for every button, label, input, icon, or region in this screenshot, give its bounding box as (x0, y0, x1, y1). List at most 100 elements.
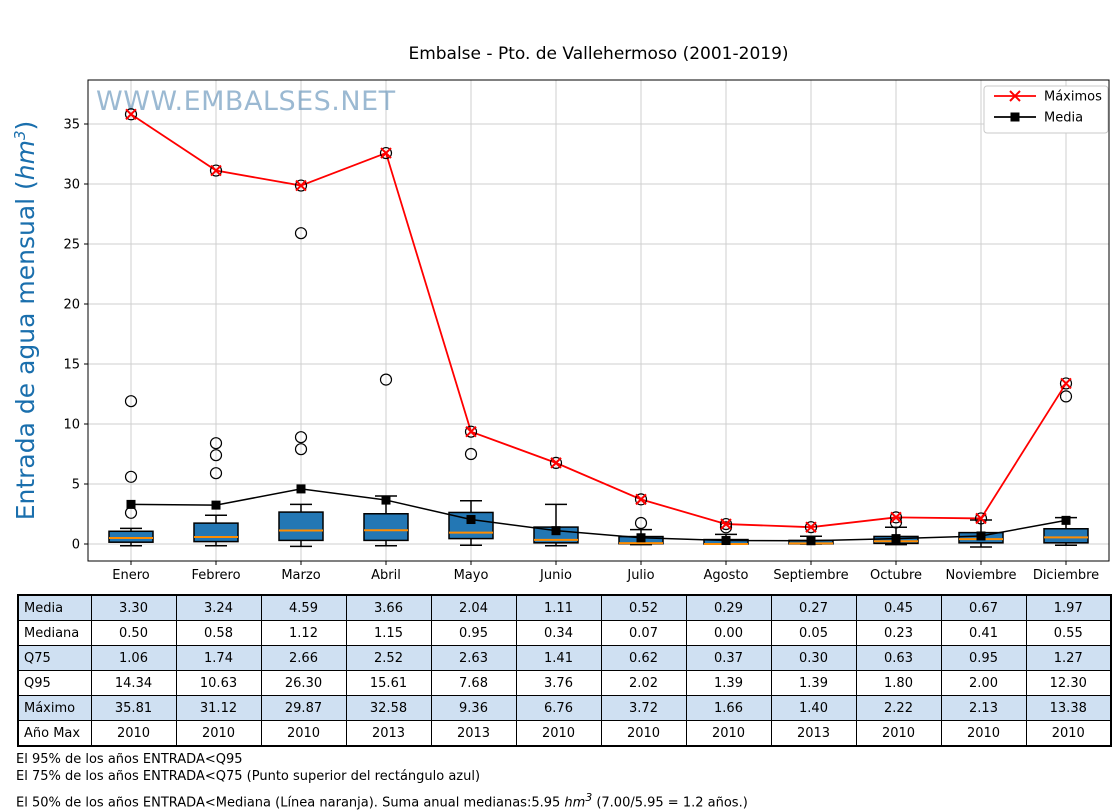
stat-cell: 1.80 (855, 670, 942, 696)
maximos-line (124, 108, 1073, 534)
media-marker (551, 526, 561, 536)
month-label: Junio (539, 568, 572, 583)
stat-cell: 0.67 (940, 594, 1027, 621)
stat-cell: 1.39 (770, 670, 857, 696)
stat-row-label: Máximo (17, 695, 92, 721)
month-label: Enero (112, 568, 150, 583)
stat-cell: 2.22 (855, 695, 942, 721)
outlier-point (124, 395, 138, 408)
stat-cell: 3.76 (515, 670, 602, 696)
stat-cell: 0.29 (685, 594, 772, 621)
month-label: Octubre (870, 568, 922, 583)
outlier-point (294, 227, 308, 240)
month-label: Mayo (454, 568, 489, 583)
stat-cell: 0.05 (770, 620, 857, 646)
stat-cell: 2.52 (345, 645, 432, 671)
stat-cell: 0.37 (685, 645, 772, 671)
stat-cell: 2010 (685, 720, 772, 747)
footnote-mediana-text: El 50% de los años ENTRADA<Mediana (Líne… (16, 795, 565, 810)
watermark: WWW.EMBALSES.NET (96, 86, 396, 117)
stat-cell: 0.52 (600, 594, 687, 621)
stat-cell: 4.59 (260, 594, 347, 621)
stat-cell: 14.34 (90, 670, 177, 696)
y-tick-label: 15 (63, 358, 80, 373)
stat-cell: 35.81 (90, 695, 177, 721)
outlier-point (464, 447, 478, 461)
stat-cell: 7.68 (430, 670, 517, 696)
stat-row-label: Mediana (17, 620, 92, 646)
stat-cell: 1.74 (175, 645, 262, 671)
stat-cell: 0.95 (940, 645, 1027, 671)
stat-cell: 0.62 (600, 645, 687, 671)
stat-cell: 0.58 (175, 620, 262, 646)
stat-cell: 1.06 (90, 645, 177, 671)
stat-cell: 2010 (175, 720, 262, 747)
footnote-q95: El 95% de los años ENTRADA<Q95 (16, 752, 243, 767)
month-label: Febrero (191, 568, 240, 583)
stat-cell: 1.40 (770, 695, 857, 721)
legend-label: Media (1044, 111, 1083, 126)
stat-cell: 10.63 (175, 670, 262, 696)
box-Marzo (278, 511, 324, 542)
stat-cell: 0.41 (940, 620, 1027, 646)
outlier-point (209, 437, 223, 450)
stat-cell: 1.12 (260, 620, 347, 646)
stat-cell: 29.87 (260, 695, 347, 721)
outlier-point (1059, 390, 1073, 403)
stat-cell: 2010 (90, 720, 177, 747)
y-tick-label: 30 (63, 178, 80, 193)
footnote-q75: El 75% de los años ENTRADA<Q75 (Punto su… (16, 769, 481, 784)
stat-cell: 1.66 (685, 695, 772, 721)
box-Abril (363, 513, 409, 542)
month-label: Marzo (281, 568, 320, 583)
stat-cell: 9.36 (430, 695, 517, 721)
media-marker (976, 531, 986, 541)
stat-cell: 0.30 (770, 645, 857, 671)
y-tick-label: 10 (63, 418, 80, 433)
stat-cell: 0.50 (90, 620, 177, 646)
stat-cell: 2010 (600, 720, 687, 747)
stat-cell: 0.34 (515, 620, 602, 646)
table-row: Q75 1.06 1.74 2.66 2.52 2.63 1.41 0.62 0.37 0.30 0… (17, 645, 1112, 671)
stat-cell: 6.76 (515, 695, 602, 721)
stat-cell: 1.97 (1025, 594, 1112, 621)
outlier-point (719, 521, 733, 534)
stat-cell: 2013 (430, 720, 517, 747)
stat-row-label: Media (17, 594, 92, 621)
stat-cell: 2013 (770, 720, 857, 747)
stat-cell: 3.66 (345, 594, 432, 621)
table-row: Máximo 35.81 31.12 29.87 32.58 9.36 6.76 3.72 1.… (17, 695, 1112, 721)
table-row: Q95 14.34 10.63 26.30 15.61 7.68 3.76 2.02 1.39 1… (17, 670, 1112, 696)
media-marker (1061, 515, 1071, 525)
outlier-point (294, 443, 308, 456)
stat-cell: 31.12 (175, 695, 262, 721)
stat-cell: 0.63 (855, 645, 942, 671)
y-tick-label: 5 (72, 478, 80, 493)
stat-cell: 2.13 (940, 695, 1027, 721)
stat-row-label: Q95 (17, 670, 92, 696)
month-label: Julio (626, 568, 654, 583)
footnote-mediana-tail: (7.00/5.95 = 1.2 años.) (592, 795, 748, 810)
legend: Máximos Media (983, 85, 1109, 134)
stat-cell: 2.04 (430, 594, 517, 621)
box-Diciembre (1043, 528, 1089, 544)
media-marker (806, 536, 816, 546)
stat-cell: 2010 (855, 720, 942, 747)
x-axis: Enero Febrero Marzo Abril Mayo Junio Julio Agos… (112, 561, 1099, 583)
stat-cell: 1.15 (345, 620, 432, 646)
boxplot-chart: WWW.EMBALSES.NET 0 5 10 15 20 25 30 35 Enero Febre… (11, 79, 1110, 583)
outlier-point (634, 516, 648, 530)
stat-cell: 2013 (345, 720, 432, 747)
outlier-point (294, 431, 308, 444)
outlier-point (209, 449, 223, 462)
y-tick-label: 20 (63, 298, 80, 313)
month-label: Diciembre (1033, 568, 1099, 583)
boxplots (108, 227, 1089, 548)
stat-row-label: Año Max (17, 720, 92, 747)
outlier-point (124, 470, 138, 483)
media-marker (721, 536, 731, 546)
plot-border (87, 79, 1110, 562)
month-label: Noviembre (946, 568, 1017, 583)
stat-cell: 1.11 (515, 594, 602, 621)
media-marker (126, 499, 136, 509)
